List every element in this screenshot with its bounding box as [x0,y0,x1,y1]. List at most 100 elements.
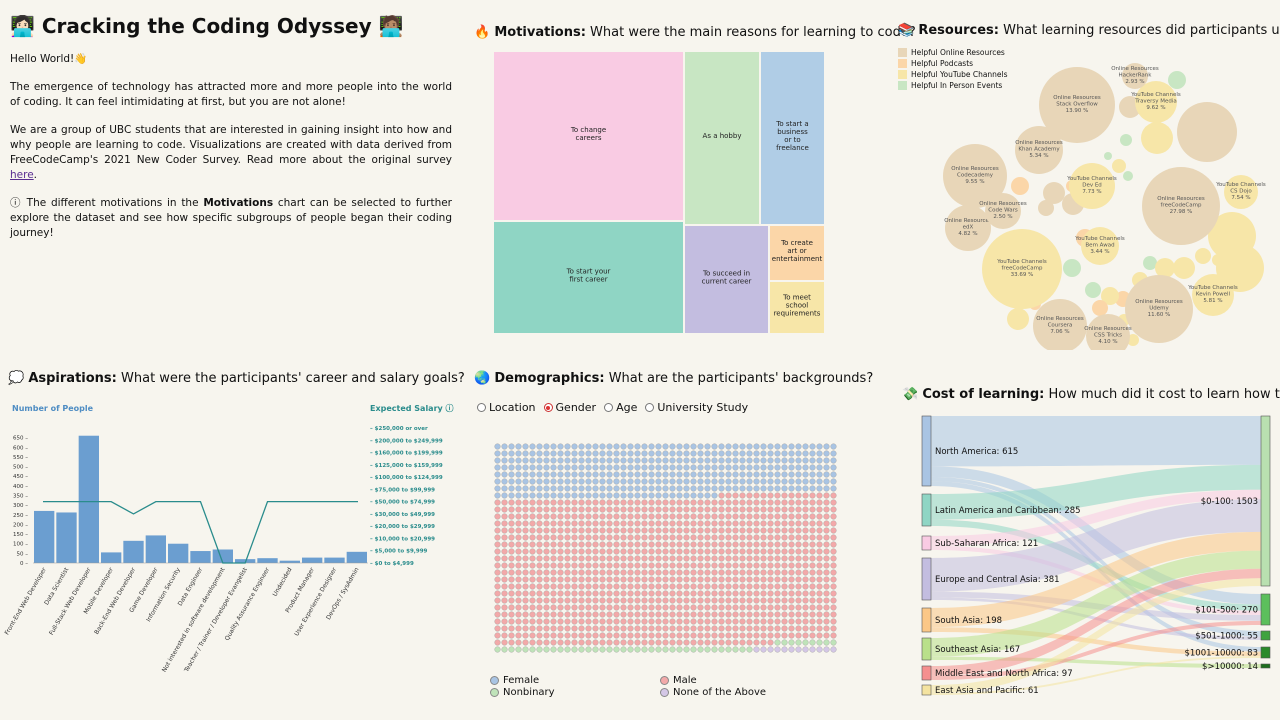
treemap-cell-as-a-hobby[interactable]: As a hobby [685,52,759,224]
resource-bubble-udemy[interactable]: Online Resources Udemy 11.60 % [1125,275,1193,343]
resource-bubble[interactable] [1141,122,1173,154]
resource-bubble[interactable] [1123,171,1133,181]
sankey-target-501-1000[interactable] [1260,630,1271,641]
sankey-link[interactable] [931,550,1261,657]
bar-data-scientist[interactable] [56,512,77,563]
bar-product-manager[interactable] [302,557,323,563]
resource-bubble[interactable] [1085,282,1101,298]
sankey-source-node[interactable] [921,665,932,681]
sankey-link[interactable] [931,499,1261,592]
resource-bubble[interactable] [1143,256,1157,270]
sankey-target-0-100[interactable] [1260,415,1271,587]
resource-bubble[interactable] [1011,177,1029,195]
sankey-target-10000[interactable] [1260,663,1271,669]
sankey-link[interactable] [931,578,1261,693]
resource-bubble[interactable] [1043,182,1065,204]
resource-bubble[interactable] [1101,287,1119,305]
resource-bubble[interactable] [1216,244,1264,292]
bar-game-developer[interactable] [145,535,166,563]
resource-bubble[interactable] [1007,308,1029,330]
sankey-source-node[interactable] [921,637,932,661]
sankey-link[interactable] [931,464,1261,520]
waffle-dot [585,625,592,632]
radio-gender[interactable]: Gender [543,401,596,414]
resource-bubble[interactable] [1120,134,1132,146]
bar-user-experience-designer[interactable] [324,557,345,563]
radio-circle[interactable] [645,403,655,412]
resource-bubble-hackerrank[interactable]: Online Resources HackerRank 2.93 % [1111,63,1159,89]
resource-bubble-coursera[interactable]: Online Resources Coursera 7.06 % [1033,299,1087,350]
waffle-dot [494,492,501,499]
bar-devops-sysadmin[interactable] [346,551,367,563]
resource-bubble[interactable] [1195,248,1211,264]
resource-bubble-css-tricks[interactable]: Online Resources CSS Tricks 4.10 % [1084,314,1132,350]
resource-bubble[interactable] [1063,259,1081,277]
sankey-source-node[interactable] [921,684,932,696]
bar-quality-assurance-engineer[interactable] [257,558,278,563]
resource-bubble-cs-dojo[interactable]: YouTube Channels CS Dojo 7.54 % [1215,175,1266,209]
treemap-cell-to-start-your-first-career[interactable]: To start your first career [494,222,683,333]
radio-location[interactable]: Location [477,401,536,414]
resource-bubble[interactable] [1173,257,1195,279]
bar-not-interested-in-software-development[interactable] [212,549,233,564]
sankey-source-node[interactable] [921,535,932,551]
waffle-dot [767,443,774,450]
resource-bubble-freecodecamp[interactable]: Online Resources freeCodeCamp 27.98 % [1142,167,1220,245]
resource-bubble[interactable] [1092,300,1108,316]
bar-information-security[interactable] [168,543,189,563]
sankey-link[interactable] [931,519,1261,611]
sankey-link[interactable] [931,656,1261,695]
bar-front-end-web-developer[interactable] [34,510,55,563]
resource-bubble-stack-overflow[interactable]: Online Resources Stack Overflow 13.90 % [1039,67,1115,143]
sankey-link[interactable] [931,416,1261,467]
resource-bubble-khan-academy[interactable]: Online Resources Khan Academy 5.34 % [1015,126,1063,174]
bar-teacher-trainer-developer-evangelist[interactable] [235,559,256,563]
resource-bubble[interactable] [1177,102,1237,162]
sankey-target-1001-10000[interactable] [1260,646,1271,659]
treemap-cell-to-meet-school-requirements[interactable]: To meet school requirements [770,282,824,333]
sankey-link[interactable] [931,568,1261,676]
waffle-dot [676,639,683,646]
radio-age[interactable]: Age [604,401,637,414]
sankey-link[interactable] [931,620,1261,680]
bar-data-engineer[interactable] [190,551,211,563]
treemap-cell-to-succeed-in-current-career[interactable]: To succeed in current career [685,226,768,333]
resource-bubble[interactable] [1038,200,1054,216]
radio-university-study[interactable]: University Study [645,401,748,414]
resource-bubble-code-wars[interactable]: Online Resources Code Wars 2.50 % [979,193,1027,229]
resource-bubble[interactable] [1127,334,1139,346]
sankey-source-node[interactable] [921,557,932,601]
radio-circle[interactable] [477,403,486,412]
resource-bubble-bem-awad[interactable]: YouTube Channels Bem Awad 3.44 % [1074,227,1125,265]
resource-bubble-dev-ed[interactable]: YouTube Channels Dev Ed 7.73 % [1066,163,1117,209]
waffle-dot [508,590,515,597]
radio-circle[interactable] [543,403,553,412]
resource-bubble[interactable] [1155,258,1175,278]
waffle-dot [809,541,816,548]
sankey-source-node[interactable] [921,493,932,527]
resource-bubble-traversy-media[interactable]: YouTube Channels Traversy Media 9.62 % [1130,81,1181,123]
treemap-cell-to-create-art-or-entertainment[interactable]: To create art or entertainment [770,226,824,280]
resource-bubble-kevin-powell[interactable]: YouTube Channels Kevin Powell 5.81 % [1187,274,1238,316]
sankey-source-node[interactable] [921,415,932,487]
sankey-link[interactable] [931,489,1261,546]
sankey-link[interactable] [931,531,1261,628]
sankey-source-node[interactable] [921,607,932,633]
radio-circle[interactable] [604,403,614,412]
treemap-cell-to-change-careers[interactable]: To change careers [494,52,683,220]
resource-bubble-freecodecamp[interactable]: YouTube Channels freeCodeCamp 33.69 % [982,229,1062,309]
waffle-dot [578,464,585,471]
sankey-target-101-500[interactable] [1260,593,1271,626]
bar-back-end-web-developer[interactable] [123,540,144,563]
resource-bubble[interactable] [1112,159,1126,173]
bar-mobile-developer[interactable] [101,552,122,563]
resource-bubble[interactable] [1212,254,1224,266]
bar-undecided[interactable] [279,560,300,563]
survey-link[interactable]: here [10,169,34,181]
resource-bubble[interactable] [1104,152,1112,160]
resource-bubble-codecademy[interactable]: Online Resources Codecademy 9.55 % [943,144,1007,208]
resource-bubble[interactable] [1168,71,1186,89]
bar-full-stack-web-developer[interactable] [78,435,99,563]
treemap-cell-to-start-a-business-or-to-freelance[interactable]: To start a business or to freelance [761,52,824,224]
resource-bubble-edx[interactable]: Online Resources edX 4.82 % [944,205,992,251]
